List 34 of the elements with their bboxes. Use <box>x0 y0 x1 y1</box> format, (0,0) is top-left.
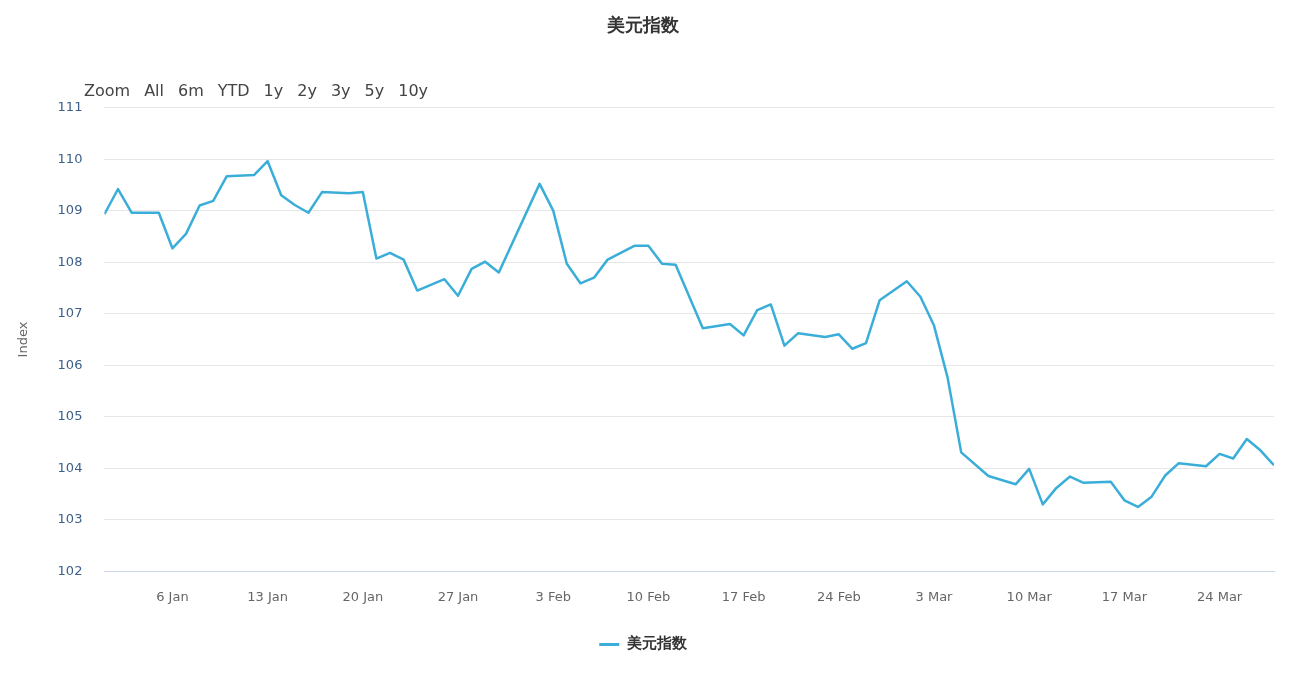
text: 10y <box>397 80 430 102</box>
x-tick-label: 24 Feb <box>816 588 861 604</box>
y-tick-label: 105 <box>57 408 83 424</box>
x-tick-label: 10 Feb <box>626 588 671 604</box>
x-tick-label: 24 Mar <box>1197 588 1243 604</box>
text: 6m <box>176 80 205 102</box>
y-tick-label: 110 <box>57 150 83 166</box>
y-tick-label: 111 <box>57 98 83 114</box>
y-tick-label: 108 <box>57 253 83 269</box>
y-tick-label: 103 <box>57 511 83 527</box>
text: 5y <box>363 80 386 102</box>
x-tick-label: 17 Feb <box>721 588 766 604</box>
x-tick-label: 3 Mar <box>915 588 954 604</box>
y-tick-label: 102 <box>57 562 83 578</box>
y-axis-title: Index <box>15 321 31 358</box>
text: 2y <box>296 80 318 102</box>
chart-title: 美元指数 <box>606 14 680 36</box>
x-tick-label: 6 Jan <box>156 588 189 604</box>
x-tick-label: 17 Mar <box>1101 588 1148 604</box>
text: YTD <box>216 80 251 102</box>
y-tick-label: 109 <box>57 202 83 218</box>
text: 3y <box>329 80 352 102</box>
x-tick-label: 20 Jan <box>342 588 384 604</box>
x-tick-label: 13 Jan <box>247 588 288 604</box>
x-tick-label: 27 Jan <box>437 588 479 604</box>
text: All <box>143 80 165 102</box>
text: Zoom <box>84 81 131 100</box>
legend-label: 美元指数 <box>625 634 688 653</box>
y-tick-label: 107 <box>57 305 83 321</box>
y-tick-label: 106 <box>57 356 83 372</box>
x-tick-label: 10 Mar <box>1006 588 1053 604</box>
y-tick-label: 104 <box>57 459 83 475</box>
text: 1y <box>262 80 285 102</box>
x-tick-label: 3 Feb <box>535 588 571 604</box>
